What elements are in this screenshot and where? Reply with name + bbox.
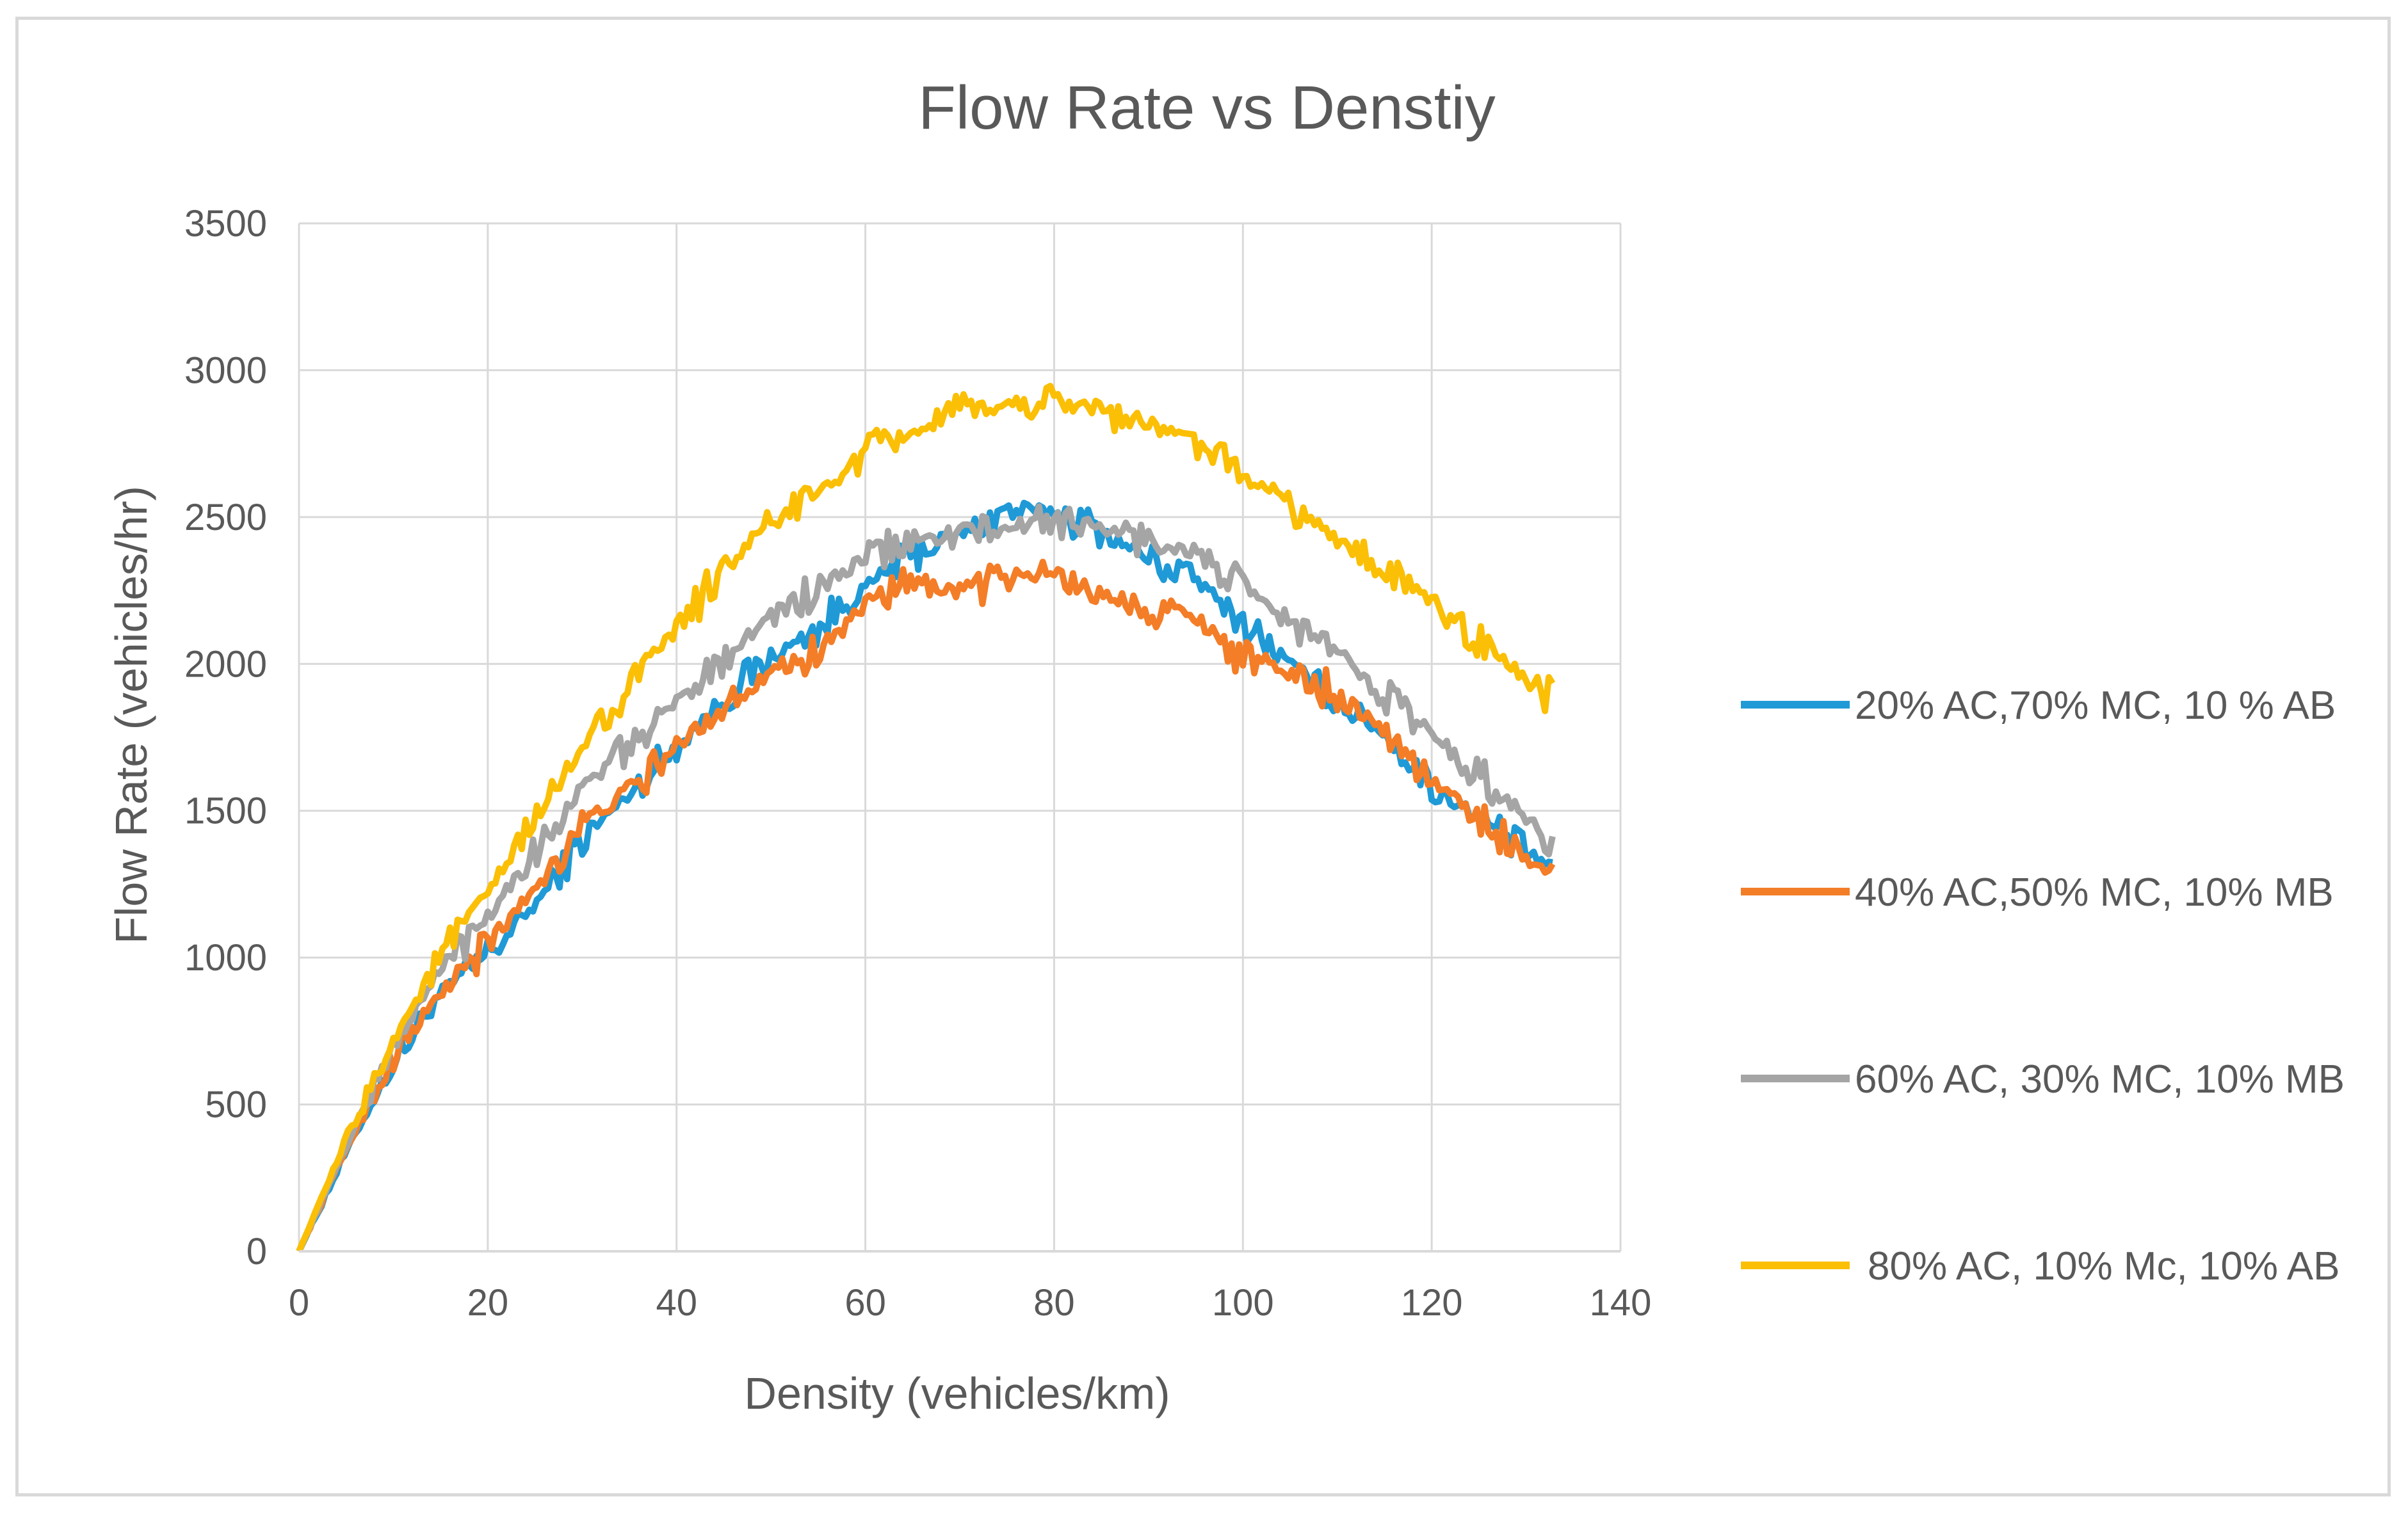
tick-labels: 0 500 1000 1500 2000 2500 3000 3500 0 20 40 60 80 100… [184,203,1651,1324]
y-tick-label: 1500 [184,790,267,832]
series-line-2 [296,558,1556,1253]
legend-label-1: 20% AC,70% MC, 10 % AB [1855,684,2336,728]
y-tick-label: 3000 [184,349,267,391]
legend: 20% AC,70% MC, 10 % AB 40% AC,50% MC, 10%… [1741,684,2345,1288]
x-tick-label: 120 [1401,1282,1463,1324]
chart-title: Flow Rate vs Denstiy [918,74,1496,142]
y-tick-label: 500 [205,1084,267,1126]
x-tick-label: 40 [656,1282,697,1324]
x-tick-label: 20 [467,1282,509,1324]
series-line-4 [296,383,1556,1253]
y-tick-label: 3500 [184,203,267,244]
x-tick-label: 100 [1212,1282,1274,1324]
y-axis-title: Flow Rate (vehicles/hr) [106,486,156,944]
chart-frame: Flow Rate vs Denstiy 0 500 1000 1500 2000 250… [15,17,2391,1496]
x-axis-title: Density (vehicles/km) [744,1368,1170,1418]
grid-lines [298,222,1622,1253]
y-tick-label: 2500 [184,497,267,538]
legend-label-3: 60% AC, 30% MC, 10% MB [1855,1057,2345,1102]
legend-label-2: 40% AC,50% MC, 10% MB [1855,870,2334,915]
x-tick-label: 80 [1033,1282,1075,1324]
x-tick-label: 60 [844,1282,886,1324]
flow-density-chart: Flow Rate vs Denstiy 0500100015002000250… [106,74,2345,1418]
y-tick-label: 1000 [184,937,267,979]
series-line-3 [296,503,1556,1253]
y-tick-label: 2000 [184,643,267,685]
x-tick-label: 0 [289,1282,309,1324]
y-tick-label: 0 [246,1231,267,1272]
x-tick-label: 140 [1590,1282,1652,1324]
series-lines [296,383,1556,1253]
legend-label-4: 80% AC, 10% Mc, 10% AB [1868,1244,2340,1288]
